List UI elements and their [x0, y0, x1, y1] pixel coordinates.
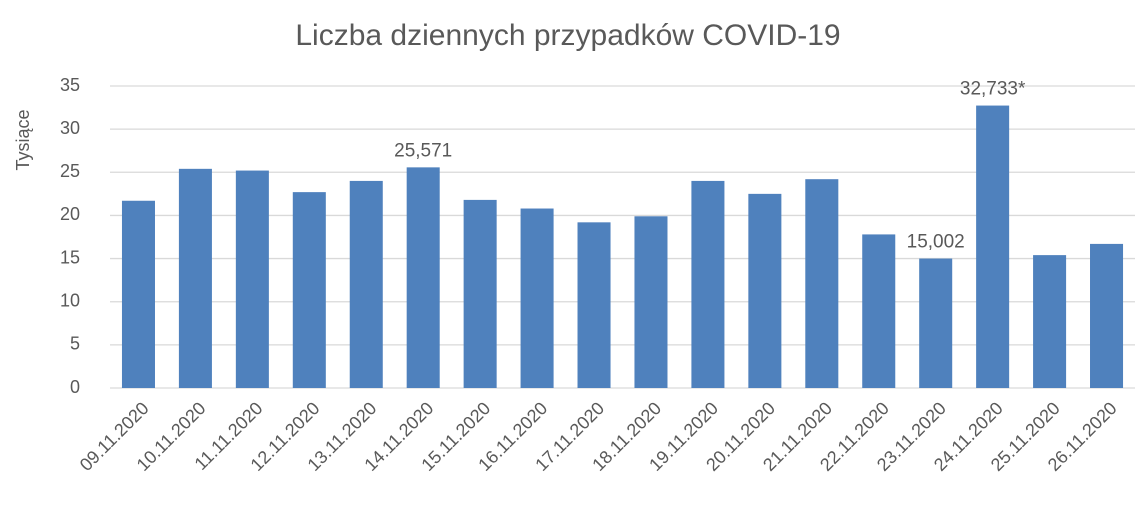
bar: [292, 192, 326, 388]
bar: [577, 222, 611, 388]
y-tick-label: 0: [70, 377, 80, 397]
data-label: 15,002: [907, 232, 965, 253]
y-tick-label: 5: [70, 334, 80, 354]
bar: [691, 180, 725, 388]
bar: [1033, 255, 1067, 388]
chart-title: Liczba dziennych przypadków COVID-19: [295, 19, 840, 52]
data-label: 32,733*: [960, 79, 1026, 100]
bar: [235, 170, 269, 388]
bar: [919, 258, 953, 388]
bar: [634, 216, 668, 388]
y-tick-label: 20: [60, 204, 80, 224]
y-tick-label: 30: [60, 118, 80, 138]
bar: [520, 208, 554, 388]
y-axis-label: Tysiące: [13, 109, 33, 170]
bar: [862, 234, 896, 388]
bar: [121, 200, 155, 388]
y-tick-label: 10: [60, 290, 80, 310]
bar: [178, 168, 212, 388]
y-tick-label: 35: [60, 75, 80, 95]
bar: [349, 180, 383, 388]
bar: [463, 199, 497, 388]
bar: [976, 105, 1010, 388]
bar: [406, 167, 440, 388]
y-tick-label: 25: [60, 161, 80, 181]
data-label: 25,571: [394, 140, 452, 161]
bar: [748, 193, 782, 388]
bar: [1090, 243, 1124, 388]
bar: [805, 179, 839, 388]
y-tick-label: 15: [60, 247, 80, 267]
